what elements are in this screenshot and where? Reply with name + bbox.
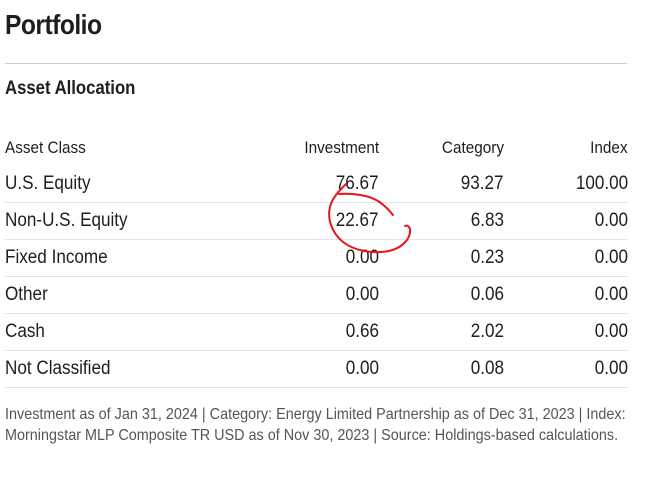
index-cell: 0.00 <box>594 358 628 379</box>
index-cell: 0.00 <box>594 247 628 268</box>
table-row-other: Other 0.00 0.06 0.00 <box>5 277 628 314</box>
table-row-non-us-equity: Non-U.S. Equity 22.67 6.83 0.00 <box>5 203 628 240</box>
asset-class-cell: Not Classified <box>5 358 111 379</box>
header-asset-class: Asset Class <box>5 138 86 157</box>
investment-cell: 22.67 <box>336 210 379 231</box>
footnote: Investment as of Jan 31, 2024 | Category… <box>5 406 626 444</box>
table-row-us-equity: U.S. Equity 76.67 93.27 100.00 <box>5 166 628 203</box>
table-header-row: Asset Class Investment Category Index <box>5 130 628 166</box>
category-cell: 6.83 <box>470 210 504 231</box>
asset-class-cell: Non-U.S. Equity <box>5 210 128 231</box>
table-row-fixed-income: Fixed Income 0.00 0.23 0.00 <box>5 240 628 277</box>
index-cell: 100.00 <box>575 173 628 194</box>
index-cell: 0.00 <box>594 284 628 305</box>
section-title: Asset Allocation <box>5 78 136 99</box>
title-divider <box>5 63 627 64</box>
investment-cell: 76.67 <box>336 173 379 194</box>
category-cell: 2.02 <box>470 321 504 342</box>
asset-class-cell: Other <box>5 284 48 305</box>
investment-cell: 0.00 <box>345 284 379 305</box>
header-category: Category <box>441 138 504 157</box>
category-cell: 0.08 <box>470 358 504 379</box>
asset-class-cell: U.S. Equity <box>5 173 91 194</box>
category-cell: 0.06 <box>470 284 504 305</box>
asset-allocation-table: Asset Class Investment Category Index U.… <box>5 130 628 388</box>
table-row-not-classified: Not Classified 0.00 0.08 0.00 <box>5 351 628 388</box>
header-index: Index <box>590 138 628 157</box>
page-title: Portfolio <box>5 9 102 40</box>
category-cell: 0.23 <box>470 247 504 268</box>
investment-cell: 0.00 <box>345 358 379 379</box>
index-cell: 0.00 <box>594 210 628 231</box>
investment-cell: 0.00 <box>345 247 379 268</box>
asset-class-cell: Cash <box>5 321 45 342</box>
category-cell: 93.27 <box>461 173 504 194</box>
table-row-cash: Cash 0.66 2.02 0.00 <box>5 314 628 351</box>
index-cell: 0.00 <box>594 321 628 342</box>
investment-cell: 0.66 <box>345 321 379 342</box>
header-investment: Investment <box>304 138 379 157</box>
asset-class-cell: Fixed Income <box>5 247 108 268</box>
